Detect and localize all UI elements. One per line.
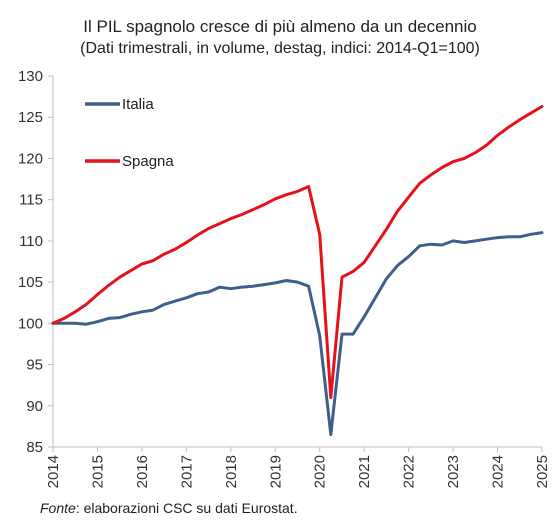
x-tick-label: 2018	[223, 455, 240, 488]
y-tick-label: 100	[18, 315, 43, 332]
y-tick-label: 105	[18, 274, 43, 291]
y-tick-label: 85	[26, 439, 43, 456]
y-tick-label: 115	[19, 192, 43, 209]
x-tick-label: 2019	[267, 455, 284, 488]
source-text: : elaborazioni CSC su dati Eurostat.	[75, 500, 298, 516]
x-tick-label: 2025	[534, 455, 551, 488]
legend-label-italia: Italia	[122, 96, 154, 113]
chart-subtitle: (Dati trimestrali, in volume, destag, in…	[80, 40, 480, 57]
x-tick-label: 2015	[89, 455, 106, 488]
y-tick-label: 120	[18, 150, 43, 167]
y-tick-label: 130	[18, 68, 43, 85]
y-tick-label: 110	[19, 233, 43, 250]
chart-title: Il PIL spagnolo cresce di più almeno da …	[83, 17, 477, 36]
legend-label-spagna: Spagna	[122, 153, 174, 170]
source-note: Fonte: elaborazioni CSC su dati Eurostat…	[40, 500, 298, 516]
y-tick-label: 125	[18, 109, 43, 126]
x-tick-label: 2017	[178, 455, 195, 488]
x-tick-label: 2021	[356, 455, 373, 488]
title-block: Il PIL spagnolo cresce di più almeno da …	[0, 16, 560, 60]
y-tick-label: 90	[26, 398, 43, 415]
series-line-spagna	[51, 105, 544, 399]
x-tick-label: 2022	[401, 455, 418, 488]
series-line-italia	[51, 231, 544, 437]
x-tick-label: 2014	[45, 455, 62, 488]
x-tick-label: 2023	[445, 455, 462, 488]
source-prefix: Fonte	[40, 500, 76, 516]
x-tick-label: 2020	[312, 455, 329, 488]
x-tick-label: 2016	[134, 455, 151, 488]
y-tick-label: 95	[26, 357, 43, 374]
x-tick-label: 2024	[490, 455, 507, 488]
